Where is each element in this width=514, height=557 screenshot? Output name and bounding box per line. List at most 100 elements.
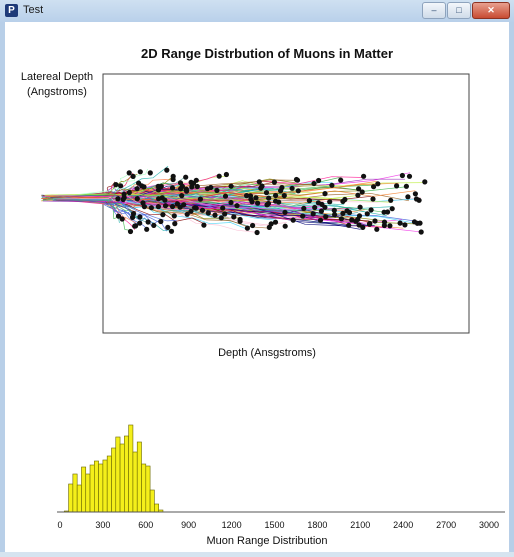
muon-endpoint	[190, 180, 197, 186]
muon-endpoint	[394, 183, 400, 189]
muon-endpoint	[133, 223, 139, 229]
muon-endpoint	[312, 204, 318, 211]
plot-canvas: 2D Range Distrbution of Muons in Matter …	[21, 46, 505, 547]
histogram-bar	[115, 436, 121, 513]
histogram-bar	[132, 451, 138, 513]
muon-endpoint	[205, 210, 211, 216]
muon-track	[43, 195, 119, 218]
muon-endpoint	[346, 222, 352, 228]
muon-endpoint	[355, 192, 361, 198]
muon-endpoint	[300, 213, 306, 219]
muon-endpoint	[349, 217, 355, 223]
muon-track	[57, 195, 393, 209]
muon-endpoint	[265, 200, 272, 207]
muon-endpoint	[405, 194, 411, 200]
muon-endpoints	[113, 167, 428, 236]
muon-endpoint	[247, 193, 254, 199]
muon-endpoint	[355, 216, 361, 222]
histogram-tick-labels: 0 300 600 900 1200 1500 1800 2100 2400 2700 3000	[57, 520, 499, 530]
histogram-tick-label: 2100	[350, 520, 370, 530]
muon-endpoint	[360, 224, 366, 230]
muon-endpoint	[316, 177, 322, 184]
histogram-bar	[85, 473, 91, 513]
window-frame-right	[509, 22, 514, 552]
muon-endpoint	[137, 220, 143, 226]
histogram-bar	[128, 424, 134, 513]
muon-endpoint	[130, 214, 136, 220]
muon-endpoint	[318, 208, 324, 214]
minimize-button[interactable]: –	[422, 2, 446, 19]
muon-endpoint	[322, 204, 328, 210]
muon-endpoint	[279, 185, 285, 191]
histogram-bar	[102, 459, 108, 513]
muon-endpoint	[216, 173, 222, 179]
muon-endpoint	[295, 188, 301, 194]
muon-endpoint	[155, 204, 161, 210]
muon-endpoint	[266, 224, 272, 230]
muon-endpoint	[193, 205, 199, 211]
muon-endpoint	[301, 205, 307, 211]
histogram-bar	[124, 435, 129, 513]
muon-endpoint	[231, 214, 237, 220]
muon-endpoint	[134, 196, 140, 202]
muon-endpoint	[290, 217, 296, 223]
muon-endpoint	[346, 209, 353, 216]
muon-endpoint	[160, 212, 166, 218]
muon-endpoint	[372, 218, 378, 224]
histogram-tick-label: 1200	[222, 520, 242, 530]
muon-endpoint	[145, 219, 151, 225]
muon-endpoint	[249, 199, 255, 205]
maximize-button[interactable]: □	[447, 2, 471, 19]
muon-endpoint	[256, 179, 262, 185]
histogram-tick-label: 2700	[436, 520, 456, 530]
histogram-bar	[149, 489, 155, 513]
muon-endpoint	[266, 195, 272, 201]
muon-endpoint	[253, 195, 259, 201]
muon-endpoint	[273, 192, 279, 199]
muon-endpoint	[141, 184, 147, 190]
muon-endpoint	[397, 220, 403, 226]
muon-endpoint	[118, 183, 124, 189]
muon-endpoint	[120, 196, 126, 203]
histogram-bar	[76, 484, 82, 513]
muon-endpoint	[289, 185, 295, 191]
muon-endpoint	[374, 226, 380, 232]
close-button[interactable]: ✕	[472, 2, 510, 19]
muon-endpoint	[255, 200, 261, 206]
histogram-bar	[81, 466, 87, 513]
muon-endpoint	[141, 204, 147, 210]
muon-endpoint	[115, 196, 121, 202]
muon-endpoint	[164, 167, 170, 173]
muon-endpoint	[244, 225, 250, 231]
histogram-bar	[111, 447, 117, 513]
histogram-tick-label: 1800	[307, 520, 327, 530]
muon-endpoint	[357, 204, 363, 210]
histogram-bar	[145, 465, 151, 513]
window-controls: – □ ✕	[421, 2, 510, 19]
muon-endpoint	[340, 210, 346, 216]
muon-endpoint	[322, 191, 328, 197]
histogram-bar	[154, 503, 159, 513]
muon-endpoint	[282, 223, 288, 229]
histogram-bar	[68, 483, 74, 513]
muon-endpoint	[137, 169, 143, 175]
muon-endpoint	[218, 215, 224, 221]
muon-endpoint	[134, 186, 140, 192]
muon-endpoint	[340, 198, 346, 204]
muon-endpoint	[126, 170, 132, 176]
muon-endpoint	[179, 193, 185, 199]
muon-endpoint	[228, 199, 234, 206]
histogram-tick-label: 0	[57, 520, 62, 530]
muon-endpoint	[250, 222, 256, 229]
histogram-bar	[94, 460, 99, 513]
muon-endpoint	[281, 193, 287, 199]
histogram-tick-label: 1500	[264, 520, 284, 530]
muon-endpoint	[338, 216, 344, 222]
muon-track	[46, 168, 149, 199]
muon-track	[49, 181, 377, 198]
muon-endpoint	[412, 191, 418, 197]
muon-endpoint	[356, 186, 362, 192]
muon-endpoint	[422, 179, 428, 185]
title-bar[interactable]: P Test – □ ✕	[0, 0, 514, 23]
muon-endpoint	[282, 209, 288, 215]
